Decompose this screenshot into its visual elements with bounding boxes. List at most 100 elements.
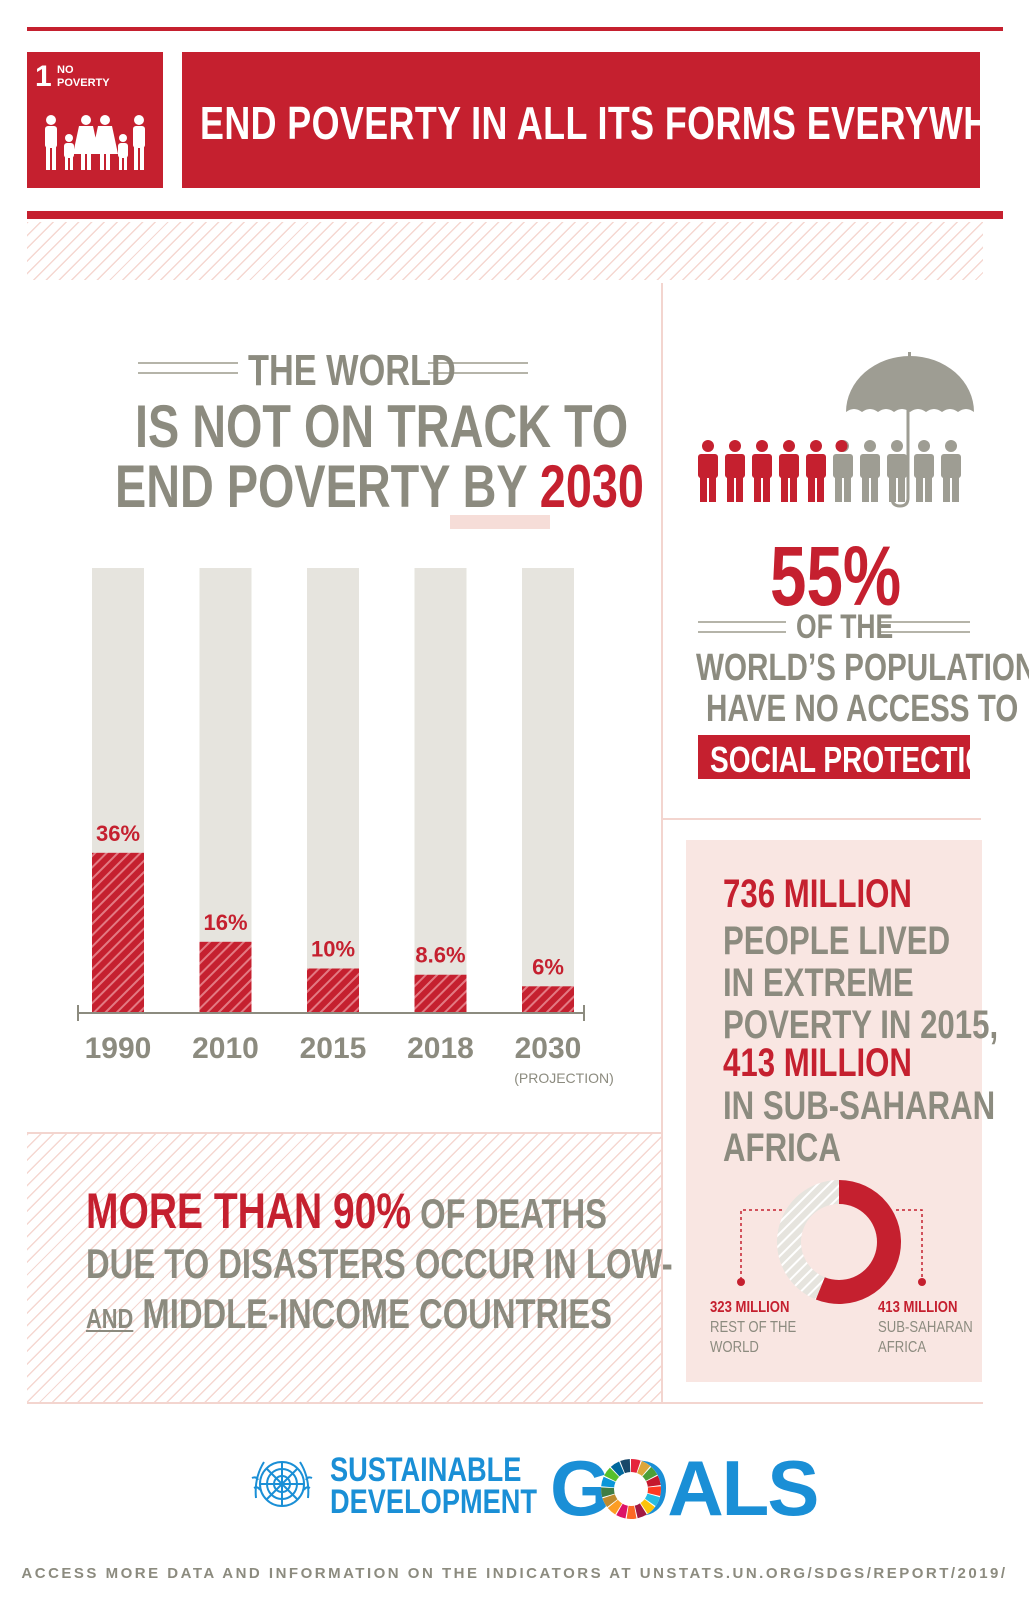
donut-ssa-amount: 413 MILLION: [878, 1299, 958, 1316]
disaster-highlight: MORE THAN 90%: [86, 1183, 412, 1239]
goal-label-line2: POVERTY: [57, 77, 110, 89]
headline-line3-prefix: END POVERTY BY: [115, 453, 540, 520]
donut-leader-right-dot: [918, 1278, 926, 1286]
bar-value-label-2010: 16%: [203, 910, 247, 935]
main-title: END POVERTY IN ALL ITS FORMS EVERYWHERE: [200, 97, 1029, 149]
person-figure: [833, 440, 853, 502]
tick-label-2015: 2015: [300, 1032, 367, 1065]
tick-label-2018: 2018: [407, 1032, 474, 1065]
goal-number: 1: [35, 60, 52, 93]
poverty-donut-chart: [737, 1180, 926, 1304]
donut-leader-right: [896, 1209, 923, 1280]
bar-background-2018: [414, 568, 467, 1013]
right-panel-divider: [661, 818, 981, 820]
person-figure: [698, 440, 718, 502]
headline-highlight-underline: [450, 515, 550, 529]
social-protection-line2: WORLD’S POPULATION: [696, 647, 1029, 689]
person-figure: [752, 440, 772, 502]
of-the-rule-left: [698, 621, 786, 633]
header-bottom-rule: [27, 211, 1003, 219]
poverty-line2: PEOPLE LIVED: [723, 919, 951, 963]
vertical-divider: [661, 283, 663, 1403]
poverty-line3: IN EXTREME: [723, 961, 914, 1005]
donut-hole: [801, 1204, 877, 1280]
footer-link-text[interactable]: ACCESS MORE DATA AND INFORMATION ON THE …: [21, 1565, 1008, 1582]
poverty-line4: POVERTY IN 2015,: [723, 1003, 999, 1047]
tick-label-2030: 2030: [515, 1032, 582, 1065]
disaster-line2: DUE TO DISASTERS OCCUR IN LOW-: [86, 1240, 673, 1287]
disaster-line3-rest: MIDDLE-INCOME COUNTRIES: [133, 1290, 612, 1337]
headline-year: 2030: [539, 453, 644, 520]
of-the-rule-right: [880, 621, 970, 633]
headline-rule-right: [428, 362, 528, 374]
headline-rule-left: [138, 362, 238, 374]
person-figure: [914, 440, 934, 502]
bar-value-label-1990: 36%: [96, 821, 140, 846]
person-figure: [887, 440, 907, 502]
person-figure: [806, 440, 826, 502]
un-emblem-icon: [251, 1461, 313, 1507]
donut-label-ssa: 413 MILLION SUB-SAHARAN AFRICA: [878, 1298, 973, 1358]
disaster-and: AND: [86, 1303, 134, 1334]
bar-background-2015: [307, 568, 359, 1013]
sdg-goals-word: GOALS: [550, 1444, 819, 1532]
donut-rest-amount: 323 MILLION: [710, 1299, 790, 1316]
bar-value-label-2015: 10%: [311, 937, 355, 962]
bar-2010: [199, 941, 252, 1013]
person-figure: [941, 440, 961, 502]
headline-line3: END POVERTY BY 2030: [115, 452, 644, 521]
donut-leader-left: [740, 1209, 782, 1280]
headline-line1: THE WORLD: [248, 346, 456, 395]
title-banner: END POVERTY IN ALL ITS FORMS EVERYWHERE: [182, 52, 1029, 188]
bar-background-2030: [522, 568, 574, 1013]
poverty-line5: 413 MILLION: [723, 1041, 912, 1085]
disaster-line1-rest: OF DEATHS: [411, 1190, 608, 1237]
tick-label-2010: 2010: [192, 1032, 259, 1065]
tick-label-1990: 1990: [85, 1032, 152, 1065]
poverty-line6: IN SUB-SAHARAN: [723, 1084, 996, 1128]
person-figure: [779, 440, 799, 502]
family-icon: [45, 115, 145, 170]
disaster-line3: AND MIDDLE-INCOME COUNTRIES: [86, 1290, 612, 1338]
bar-background-2010: [199, 568, 252, 1013]
sdg-wheel-icon: [601, 1459, 661, 1519]
headline-line2: IS NOT ON TRACK TO: [135, 393, 629, 460]
goal-label-line1: NO: [57, 64, 74, 76]
goal-label: NO POVERTY: [57, 64, 127, 90]
hatch-band-top: [27, 222, 983, 280]
social-protection-highlight: SOCIAL PROTECTION: [710, 739, 1008, 780]
sdg-logo: SUSTAINABLE DEVELOPMENT GOALS: [244, 1448, 819, 1538]
sdg-line1: SUSTAINABLE: [330, 1451, 522, 1489]
bottom-divider: [27, 1402, 983, 1404]
hatch-band-disasters: [27, 1134, 661, 1402]
bar-2015: [307, 968, 359, 1013]
person-figure: [860, 440, 880, 502]
donut-label-rest: 323 MILLION REST OF THE WORLD: [710, 1298, 796, 1358]
person-figure: [725, 440, 745, 502]
social-protection-badge: SOCIAL PROTECTION: [698, 735, 1007, 780]
donut-rest-label-2: WORLD: [710, 1339, 759, 1356]
bar-value-label-2030: 6%: [532, 954, 564, 979]
donut-leader-left-dot: [737, 1278, 745, 1286]
poverty-line1: 736 MILLION: [723, 872, 912, 916]
donut-ssa-label-2: AFRICA: [878, 1339, 927, 1356]
tick-sublabel-2030: (PROJECTION): [514, 1070, 614, 1086]
bar-2018: [414, 974, 467, 1013]
bar-2030: [522, 986, 574, 1013]
top-rule: [27, 27, 1003, 31]
disaster-line1: MORE THAN 90% OF DEATHS: [86, 1182, 607, 1240]
donut-ssa-label-1: SUB-SAHARAN: [878, 1319, 973, 1336]
poverty-bar-chart: 36% 1990 16% 2010 10% 2015 8.6% 2018 6% 2030 (PROJ…: [77, 568, 614, 1086]
social-protection-line1: OF THE: [796, 608, 894, 646]
donut-rest-label-1: REST OF THE: [710, 1319, 797, 1336]
bar-1990: [92, 852, 144, 1013]
sdg-line2: DEVELOPMENT: [330, 1483, 538, 1521]
social-protection-line3: HAVE NO ACCESS TO: [706, 688, 1019, 730]
bar-value-label-2018: 8.6%: [415, 943, 465, 968]
umbrella-people-icon: [698, 352, 974, 508]
social-protection-percent: 55%: [770, 529, 902, 623]
left-panel-divider: [27, 1132, 663, 1134]
goal-badge: 1 NO POVERTY: [27, 52, 163, 188]
extreme-poverty-panel: 736 MILLION PEOPLE LIVED IN EXTREME POVE…: [686, 840, 998, 1382]
poverty-line7: AFRICA: [723, 1126, 841, 1170]
